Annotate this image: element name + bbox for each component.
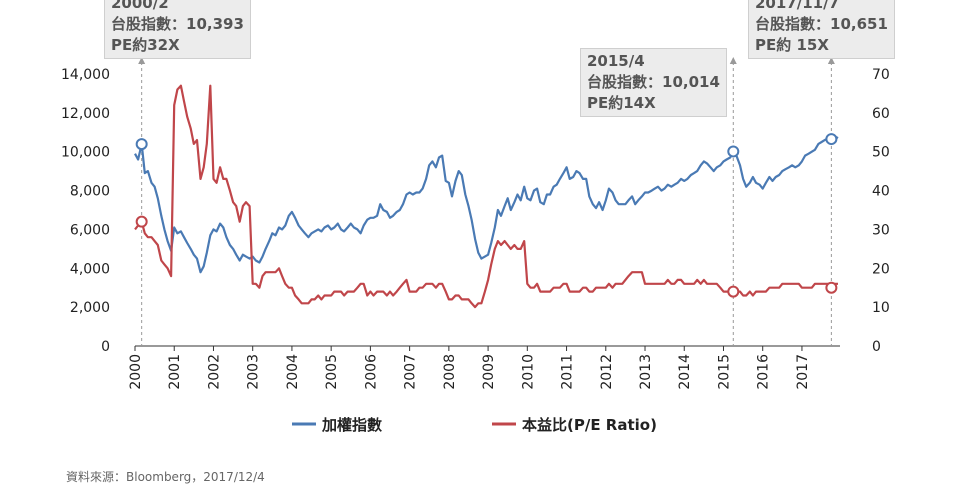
annotation-arrow: [138, 57, 146, 64]
y-right-tick-label: 30: [872, 222, 890, 238]
pe-ratio-line: [134, 84, 838, 309]
x-tick-label: 2003: [246, 354, 262, 390]
callout-2015: 2015/4 台股指數：10,014 PE約14X: [580, 48, 727, 117]
y-right-tick-label: 40: [872, 184, 890, 200]
x-tick-label: 2016: [756, 354, 772, 390]
highlight-marker: [135, 138, 148, 151]
y-right-tick-label: 10: [872, 300, 890, 316]
y-right-tick-label: 60: [872, 106, 890, 122]
x-tick-label: 2000: [128, 354, 144, 390]
x-tick-label: 2007: [403, 354, 419, 390]
y-right-tick-label: 0: [872, 339, 881, 355]
highlight-marker: [727, 145, 740, 158]
x-tick-label: 2012: [599, 354, 615, 390]
callout-2017: 2017/11/7 台股指數：10,651 PE約 15X: [748, 0, 895, 59]
callout-2015-line-1: 2015/4: [587, 52, 645, 70]
y-right-tick-label: 70: [872, 67, 890, 83]
y-right-tick-label: 50: [872, 145, 890, 161]
callout-2015-line-3: PE約14X: [587, 94, 656, 112]
highlight-marker: [727, 285, 740, 298]
callout-2015-line-2: 台股指數：10,014: [587, 73, 720, 91]
annotation-arrow: [827, 57, 835, 64]
y-left-tick-label: 8,000: [70, 184, 110, 200]
x-tick-label: 2010: [520, 354, 536, 390]
annotation-arrow: [729, 57, 737, 64]
x-tick-label: 2009: [481, 354, 497, 390]
legend-label: 加權指數: [321, 416, 382, 434]
x-tick-label: 2011: [560, 354, 576, 390]
callout-2017-line-3: PE約 15X: [755, 36, 829, 54]
callout-2000-line-3: PE約32X: [111, 36, 180, 54]
legend-label: 本益比(P/E Ratio): [522, 416, 657, 434]
y-left-tick-label: 2,000: [70, 300, 110, 316]
callout-2000: 2000/2 台股指數：10,393 PE約32X: [104, 0, 251, 59]
x-tick-label: 2013: [638, 354, 654, 390]
x-tick-label: 2014: [677, 354, 693, 390]
callout-2000-line-2: 台股指數：10,393: [111, 15, 244, 33]
y-left-tick-label: 12,000: [61, 106, 110, 122]
y-left-tick-label: 10,000: [61, 145, 110, 161]
x-tick-label: 2015: [716, 354, 732, 390]
x-tick-label: 2004: [285, 354, 301, 390]
y-left-tick-label: 4,000: [70, 261, 110, 277]
callout-2000-line-1: 2000/2: [111, 0, 169, 12]
x-tick-label: 2017: [795, 354, 811, 390]
x-tick-label: 2002: [206, 354, 222, 390]
y-left-tick-label: 6,000: [70, 222, 110, 238]
x-tick-label: 2001: [167, 354, 183, 390]
y-left-tick-label: 14,000: [61, 67, 110, 83]
x-tick-label: 2005: [324, 354, 340, 390]
callout-2017-line-2: 台股指數：10,651: [755, 15, 888, 33]
x-tick-label: 2006: [363, 354, 379, 390]
highlight-marker: [825, 133, 838, 146]
highlight-marker: [825, 281, 838, 294]
x-tick-label: 2008: [442, 354, 458, 390]
highlight-marker: [135, 215, 148, 228]
callout-2017-line-1: 2017/11/7: [755, 0, 840, 12]
y-left-tick-label: 0: [101, 339, 110, 355]
source-note: 資料來源：Bloomberg，2017/12/4: [66, 470, 265, 484]
y-right-tick-label: 20: [872, 261, 890, 277]
